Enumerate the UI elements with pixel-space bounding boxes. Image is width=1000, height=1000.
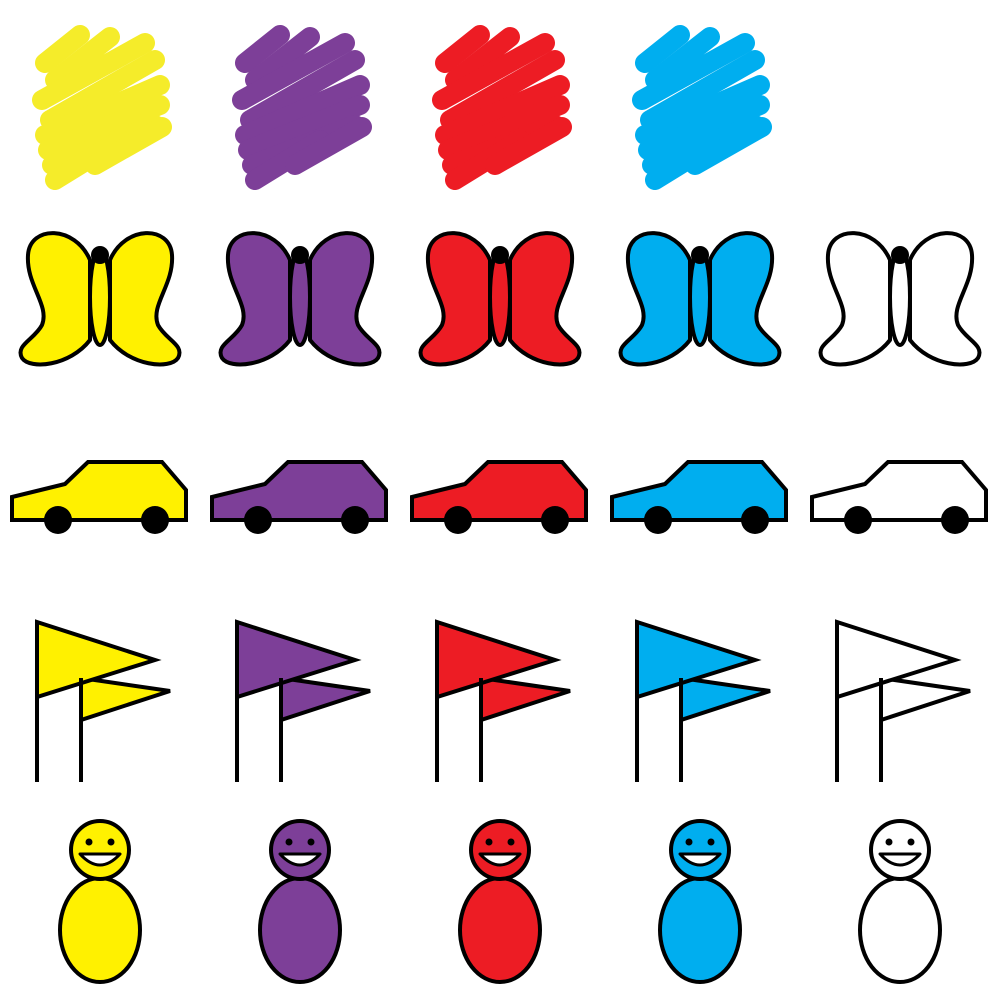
scribble-swatch-icon-blue [632, 25, 772, 190]
car-icon-purple [210, 460, 388, 534]
butterfly-icon-red [418, 231, 582, 367]
butterfly-icon-purple [218, 231, 382, 367]
person-row [58, 819, 942, 984]
scribble-swatch-icon-purple [232, 25, 372, 190]
butterfly-icon-blue [618, 231, 782, 367]
double-flag-icon-white [835, 619, 971, 782]
smiling-person-icon-blue [658, 819, 742, 984]
double-flag-icon-yellow [35, 619, 171, 782]
butterfly-icon-yellow [18, 231, 182, 367]
flag-row [35, 619, 971, 782]
smiling-person-icon-purple [258, 819, 342, 984]
car-icon-white [810, 460, 988, 534]
smiling-person-icon-red [458, 819, 542, 984]
smiling-person-icon-white [858, 819, 942, 984]
butterfly-row [18, 231, 982, 367]
scribble-row [32, 25, 772, 190]
scribble-swatch-icon-red [432, 25, 572, 190]
car-icon-blue [610, 460, 788, 534]
scribble-swatch-icon-yellow [32, 25, 172, 190]
car-icon-red [410, 460, 588, 534]
smiling-person-icon-yellow [58, 819, 142, 984]
butterfly-icon-white [818, 231, 982, 367]
car-row [10, 460, 988, 534]
car-icon-yellow [10, 460, 188, 534]
double-flag-icon-blue [635, 619, 771, 782]
double-flag-icon-purple [235, 619, 371, 782]
double-flag-icon-red [435, 619, 571, 782]
